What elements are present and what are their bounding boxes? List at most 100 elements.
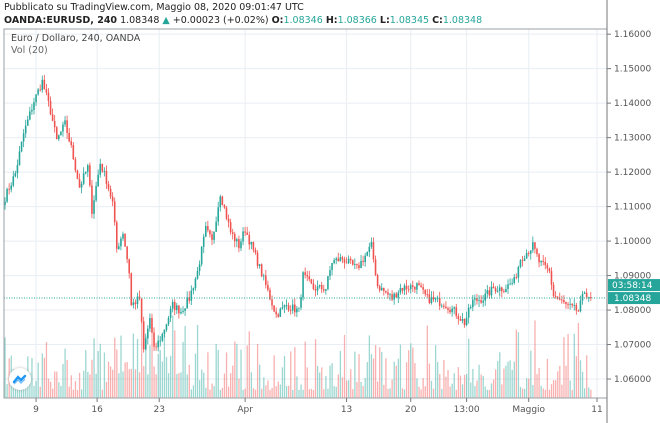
candle-body [273, 305, 275, 312]
volume-bar [370, 354, 373, 398]
volume-bar [345, 380, 348, 398]
candle-body [329, 270, 331, 277]
volume-bar [250, 372, 253, 398]
candle-body [300, 297, 302, 308]
volume-bar [484, 386, 486, 398]
volume-bar [227, 386, 230, 398]
volume-bar [151, 326, 153, 398]
candle-body [525, 253, 528, 259]
y-tick-label: 1.06000 [614, 375, 651, 385]
candle-body [335, 258, 337, 261]
candle-body [509, 283, 511, 285]
volume-bar [112, 369, 114, 398]
candle-body [82, 173, 85, 184]
volume-bar [482, 376, 484, 398]
candle-body [233, 233, 236, 242]
volume-legend[interactable]: Vol (20) [11, 45, 48, 56]
candle-body [204, 225, 207, 237]
open-value: 1.08346 [283, 15, 323, 26]
candle-body [360, 260, 362, 269]
candle-body [182, 310, 184, 312]
candle-body [403, 285, 406, 291]
volume-bar [155, 374, 157, 398]
volume-bar [488, 389, 491, 398]
candle-body [248, 234, 251, 245]
high-label: H: [325, 15, 338, 26]
candle-body [49, 101, 52, 115]
volume-bar [401, 388, 404, 398]
volume-bar [180, 372, 182, 398]
volume-bar [6, 384, 8, 398]
candle-body [169, 308, 172, 318]
candle-body [453, 307, 455, 309]
candle-body [430, 297, 433, 304]
volume-bar [552, 380, 555, 398]
candle-body [467, 307, 470, 318]
candle-body [418, 283, 420, 286]
candle-body [128, 259, 130, 274]
candle-body [225, 207, 228, 219]
volume-bar [45, 342, 48, 398]
volume-bar [335, 386, 337, 398]
candle-body [192, 288, 195, 291]
candle-body [109, 188, 112, 197]
candle-body [482, 300, 484, 303]
candle-body [64, 120, 66, 125]
volume-bar [31, 357, 33, 398]
volume-bar [213, 386, 215, 398]
candle-body [465, 317, 468, 326]
y-tick-label: 1.12000 [614, 168, 651, 178]
candle-body [505, 288, 507, 292]
candle-body [269, 289, 271, 300]
volume-bar [279, 384, 282, 398]
volume-bar [285, 386, 288, 398]
candle-body [498, 287, 501, 291]
volume-bar [507, 361, 509, 398]
candle-body [447, 308, 449, 310]
volume-bar [107, 361, 110, 398]
volume-bar [377, 381, 379, 398]
volume-bar [294, 347, 296, 398]
candle-body [405, 285, 408, 290]
candle-body [501, 287, 503, 292]
volume-bar [476, 380, 478, 398]
volume-bar [571, 389, 573, 398]
tradingview-logo-icon[interactable] [9, 368, 31, 390]
candle-body [494, 288, 497, 292]
volume-bar [254, 389, 257, 398]
volume-bar [492, 379, 495, 398]
candle-body [585, 292, 588, 298]
volume-bar [114, 337, 116, 398]
candle-body [159, 340, 162, 342]
volume-bar [269, 389, 271, 398]
volume-bar [449, 386, 451, 398]
volume-bar [468, 338, 470, 398]
volume-bar [461, 384, 464, 398]
candle-body [426, 294, 429, 296]
volume-bar [196, 324, 199, 398]
volume-bar [538, 368, 540, 398]
volume-bar [25, 388, 27, 398]
volume-bar [581, 371, 584, 398]
candle-body [70, 141, 73, 146]
candle-body [72, 145, 75, 160]
close-value: 1.08348 [442, 15, 483, 26]
candle-body [414, 286, 416, 290]
candle-body [440, 305, 443, 307]
candle-body [341, 257, 344, 260]
candle-body [84, 171, 87, 174]
volume-bar [56, 371, 58, 398]
volume-bar [78, 372, 81, 398]
candle-body [107, 183, 110, 189]
candle-body [312, 283, 315, 290]
volume-bars [4, 315, 592, 398]
candle-body [538, 254, 540, 263]
candle-body [122, 233, 124, 239]
series-legend[interactable]: Euro / Dollaro, 240, OANDA [11, 33, 141, 44]
x-tick-label: 13 [341, 405, 352, 415]
volume-bar [565, 365, 567, 398]
candle-body [35, 94, 37, 103]
volume-bar [526, 378, 528, 398]
candle-body [89, 165, 91, 186]
